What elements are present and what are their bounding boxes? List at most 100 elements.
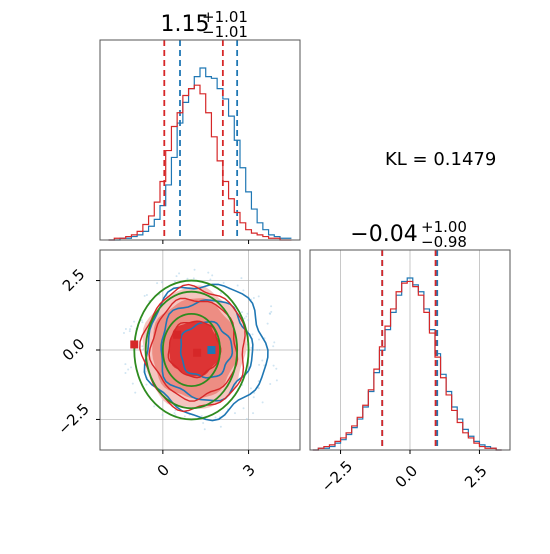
scatter-point: [241, 311, 244, 314]
scatter-point: [242, 407, 245, 410]
marker-1: [193, 348, 202, 357]
hist-step-series-1: [312, 280, 502, 451]
scatter-point: [161, 414, 164, 417]
scatter-point: [219, 425, 222, 428]
scatter-point: [133, 320, 136, 323]
scatter-point: [158, 293, 161, 296]
hist-step-series-0: [312, 277, 502, 451]
scatter-point: [173, 280, 176, 283]
scatter-point: [145, 293, 148, 296]
scatter-point: [129, 328, 132, 331]
scatter-point: [124, 371, 127, 374]
scatter-point: [160, 281, 163, 284]
ytick-label-1: 0.0: [59, 335, 89, 365]
scatter-point: [252, 297, 255, 300]
scatter-point: [127, 368, 130, 371]
scatter-point: [269, 382, 272, 385]
scatter-point: [270, 305, 273, 308]
scatter-point: [246, 312, 249, 315]
green-contour-0: [161, 312, 221, 388]
scatter-point: [174, 414, 177, 417]
panel-frame: [99, 39, 301, 241]
scatter-point: [140, 319, 143, 322]
scatter-point: [175, 275, 178, 278]
scatter-point: [251, 333, 254, 336]
scatter-point: [253, 391, 256, 394]
scatter-point: [124, 363, 127, 366]
ytick-label-2: −2.5: [54, 400, 92, 438]
scatter-point: [272, 345, 275, 348]
scatter-point: [266, 322, 269, 325]
scatter-point: [143, 294, 146, 297]
scatter-point: [130, 366, 133, 369]
scatter-point: [240, 277, 243, 280]
scatter-point: [261, 359, 264, 362]
scatter-point: [178, 272, 181, 275]
ytick-label-0: 2.5: [59, 265, 89, 295]
scatter-point: [156, 282, 159, 285]
title-param1-sub: −1.01: [202, 23, 248, 41]
scatter-point: [130, 325, 133, 328]
scatter-point: [193, 268, 196, 271]
green-contour-2: [133, 279, 250, 421]
title-param2-sub: −0.98: [421, 233, 467, 251]
scatter-point: [203, 428, 206, 431]
scatter-point: [258, 363, 261, 366]
scatter-point: [211, 274, 214, 277]
scatter-point: [245, 315, 248, 318]
scatter-point: [122, 332, 125, 335]
scatter-point: [200, 415, 203, 418]
green-contour-1: [144, 290, 239, 410]
scatter-point: [236, 284, 239, 287]
scatter-point: [242, 289, 245, 292]
scatter-point: [128, 330, 131, 333]
scatter-point: [202, 421, 205, 424]
scatter-point: [134, 391, 137, 394]
scatter-point: [258, 348, 261, 351]
scatter-point: [207, 271, 210, 274]
scatter-point: [124, 328, 127, 331]
scatter-point: [256, 348, 259, 351]
marker-0: [207, 346, 216, 354]
scatter-point: [145, 383, 148, 386]
scatter-point: [222, 281, 225, 284]
scatter-point: [183, 415, 186, 418]
scatter-point: [270, 310, 273, 313]
scatter-point: [245, 418, 248, 421]
scatter-point: [257, 295, 260, 298]
scatter-point: [243, 317, 246, 320]
xtick-label-2: 2.5: [461, 462, 491, 492]
kl-label: KL = 0.1479: [385, 149, 496, 170]
xtick-label-1: 3: [239, 461, 258, 480]
scatter-point: [131, 382, 134, 385]
marginal-panel-param2: −2.5 0.0 2.5: [309, 249, 511, 496]
scatter-point: [209, 278, 212, 281]
scatter-point: [247, 318, 250, 321]
scatter-point: [261, 401, 264, 404]
marker-2: [173, 330, 182, 339]
title-param1-sup: +1.01: [202, 8, 248, 26]
scatter-point: [257, 387, 260, 390]
scatter-point: [141, 321, 144, 324]
title-param1: 1.15: [161, 12, 210, 37]
scatter-point: [173, 412, 176, 415]
blue-contour-2: [143, 283, 269, 422]
scatter-point: [214, 416, 217, 419]
title-param2-sup: +1.00: [421, 218, 467, 236]
scatter-point: [269, 312, 272, 315]
scatter-point: [219, 291, 222, 294]
scatter-point: [275, 379, 278, 382]
scatter-point: [273, 341, 276, 344]
xtick-label-1: 0.0: [392, 462, 422, 492]
xtick-label-0: −2.5: [318, 457, 356, 495]
marker-3: [130, 340, 139, 349]
scatter-point: [233, 412, 236, 415]
scatter-point: [249, 387, 252, 390]
xtick-label-0: 0: [154, 461, 173, 480]
title-param2-value: −0.04: [350, 222, 417, 247]
scatter-point: [275, 367, 278, 370]
scatter-point: [192, 277, 195, 280]
hist-step-series-1: [108, 84, 292, 241]
scatter-point: [141, 345, 144, 348]
